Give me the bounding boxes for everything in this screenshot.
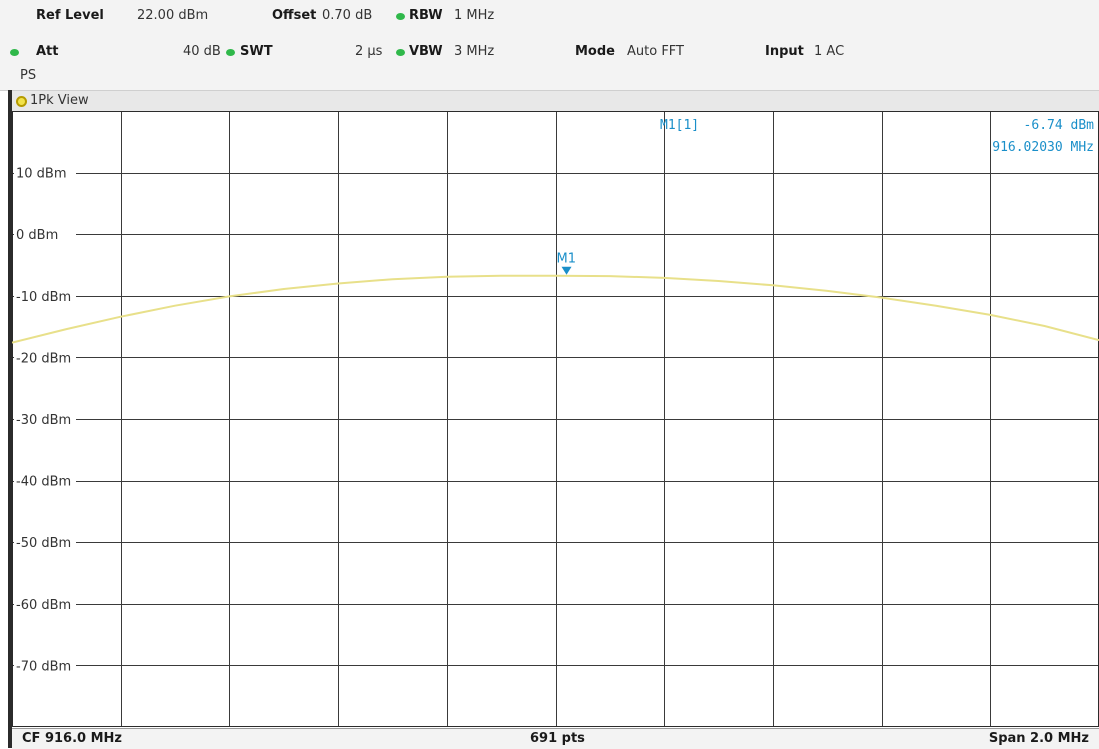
y-tick-label-bg bbox=[14, 348, 76, 366]
plot-grid bbox=[12, 111, 1099, 727]
vbw-value: 3 MHz bbox=[454, 44, 495, 59]
swt-value: 2 µs bbox=[355, 44, 383, 59]
y-tick-label-bg bbox=[14, 225, 76, 243]
vbw-label: VBW bbox=[409, 44, 443, 59]
y-tick-label-bg bbox=[14, 410, 76, 427]
offset-value: 0.70 dB bbox=[322, 8, 373, 23]
rbw-indicator-icon bbox=[396, 13, 405, 20]
y-tick-label-bg bbox=[14, 533, 76, 551]
window-left-edge bbox=[8, 90, 12, 748]
spectrum-plot[interactable]: 10 dBm 0 dBm -10 dBm -20 dBm -30 dBm -40 dBm -… bbox=[12, 111, 1099, 727]
y-tick-label: -20 dBm bbox=[16, 351, 71, 366]
offset-label: Offset bbox=[272, 8, 317, 23]
ref-level-label: Ref Level bbox=[36, 8, 104, 23]
swt-indicator-icon bbox=[226, 49, 235, 56]
swt-label: SWT bbox=[240, 44, 273, 59]
marker-readout-frequency: 916.02030 MHz bbox=[992, 140, 1094, 155]
vbw-indicator-icon bbox=[396, 49, 405, 56]
marker-readout-label: M1[1] bbox=[660, 118, 699, 133]
y-axis-labels: 10 dBm 0 dBm -10 dBm -20 dBm -30 dBm -40 dBm -… bbox=[14, 163, 76, 674]
y-tick-label: 10 dBm bbox=[16, 167, 67, 182]
y-tick-label: -40 dBm bbox=[16, 475, 71, 490]
y-tick-label-bg bbox=[14, 286, 76, 304]
trace-view-tab[interactable]: 1Pk View bbox=[12, 90, 1099, 112]
input-value: 1 AC bbox=[814, 44, 845, 59]
y-tick-label: -70 dBm bbox=[16, 659, 71, 674]
marker-triangle-icon bbox=[561, 266, 572, 275]
input-label: Input bbox=[765, 44, 804, 59]
y-tick-label: -60 dBm bbox=[16, 598, 71, 613]
rbw-label: RBW bbox=[409, 8, 443, 23]
marker-group: M1 bbox=[557, 252, 577, 275]
frequency-span: Span 2.0 MHz bbox=[988, 731, 1089, 746]
att-value: 40 dB bbox=[183, 44, 221, 59]
y-tick-label-bg bbox=[14, 163, 76, 181]
y-tick-label: -50 dBm bbox=[16, 536, 71, 551]
mode-value: Auto FFT bbox=[627, 44, 684, 59]
sweep-points: 691 pts bbox=[530, 731, 585, 746]
ref-level-value: 22.00 dBm bbox=[137, 8, 209, 23]
marker-readout-level: -6.74 dBm bbox=[1024, 118, 1095, 133]
y-tick-label-bg bbox=[14, 471, 76, 489]
att-label: Att bbox=[36, 44, 59, 59]
instrument-settings-bar: Ref Level 22.00 dBm Offset 0.70 dB RBW 1… bbox=[0, 0, 1099, 91]
rbw-value: 1 MHz bbox=[454, 8, 495, 23]
trace-group bbox=[12, 274, 1099, 344]
y-tick-label: -10 dBm bbox=[16, 290, 71, 305]
center-frequency: CF 916.0 MHz bbox=[22, 731, 122, 746]
ps-label: PS bbox=[20, 68, 37, 83]
mode-label: Mode bbox=[575, 44, 615, 59]
trace-indicator-icon bbox=[16, 96, 27, 107]
y-tick-label-bg bbox=[14, 594, 76, 612]
y-tick-label: -30 dBm bbox=[16, 413, 71, 428]
y-tick-label-bg bbox=[14, 656, 76, 674]
trace-line bbox=[12, 274, 1099, 344]
marker-label: M1 bbox=[557, 252, 577, 267]
frequency-footer: CF 916.0 MHz 691 pts Span 2.0 MHz bbox=[12, 728, 1099, 749]
y-tick-label: 0 dBm bbox=[16, 228, 58, 243]
view-title: 1Pk View bbox=[30, 93, 89, 108]
att-indicator-icon bbox=[10, 49, 19, 56]
